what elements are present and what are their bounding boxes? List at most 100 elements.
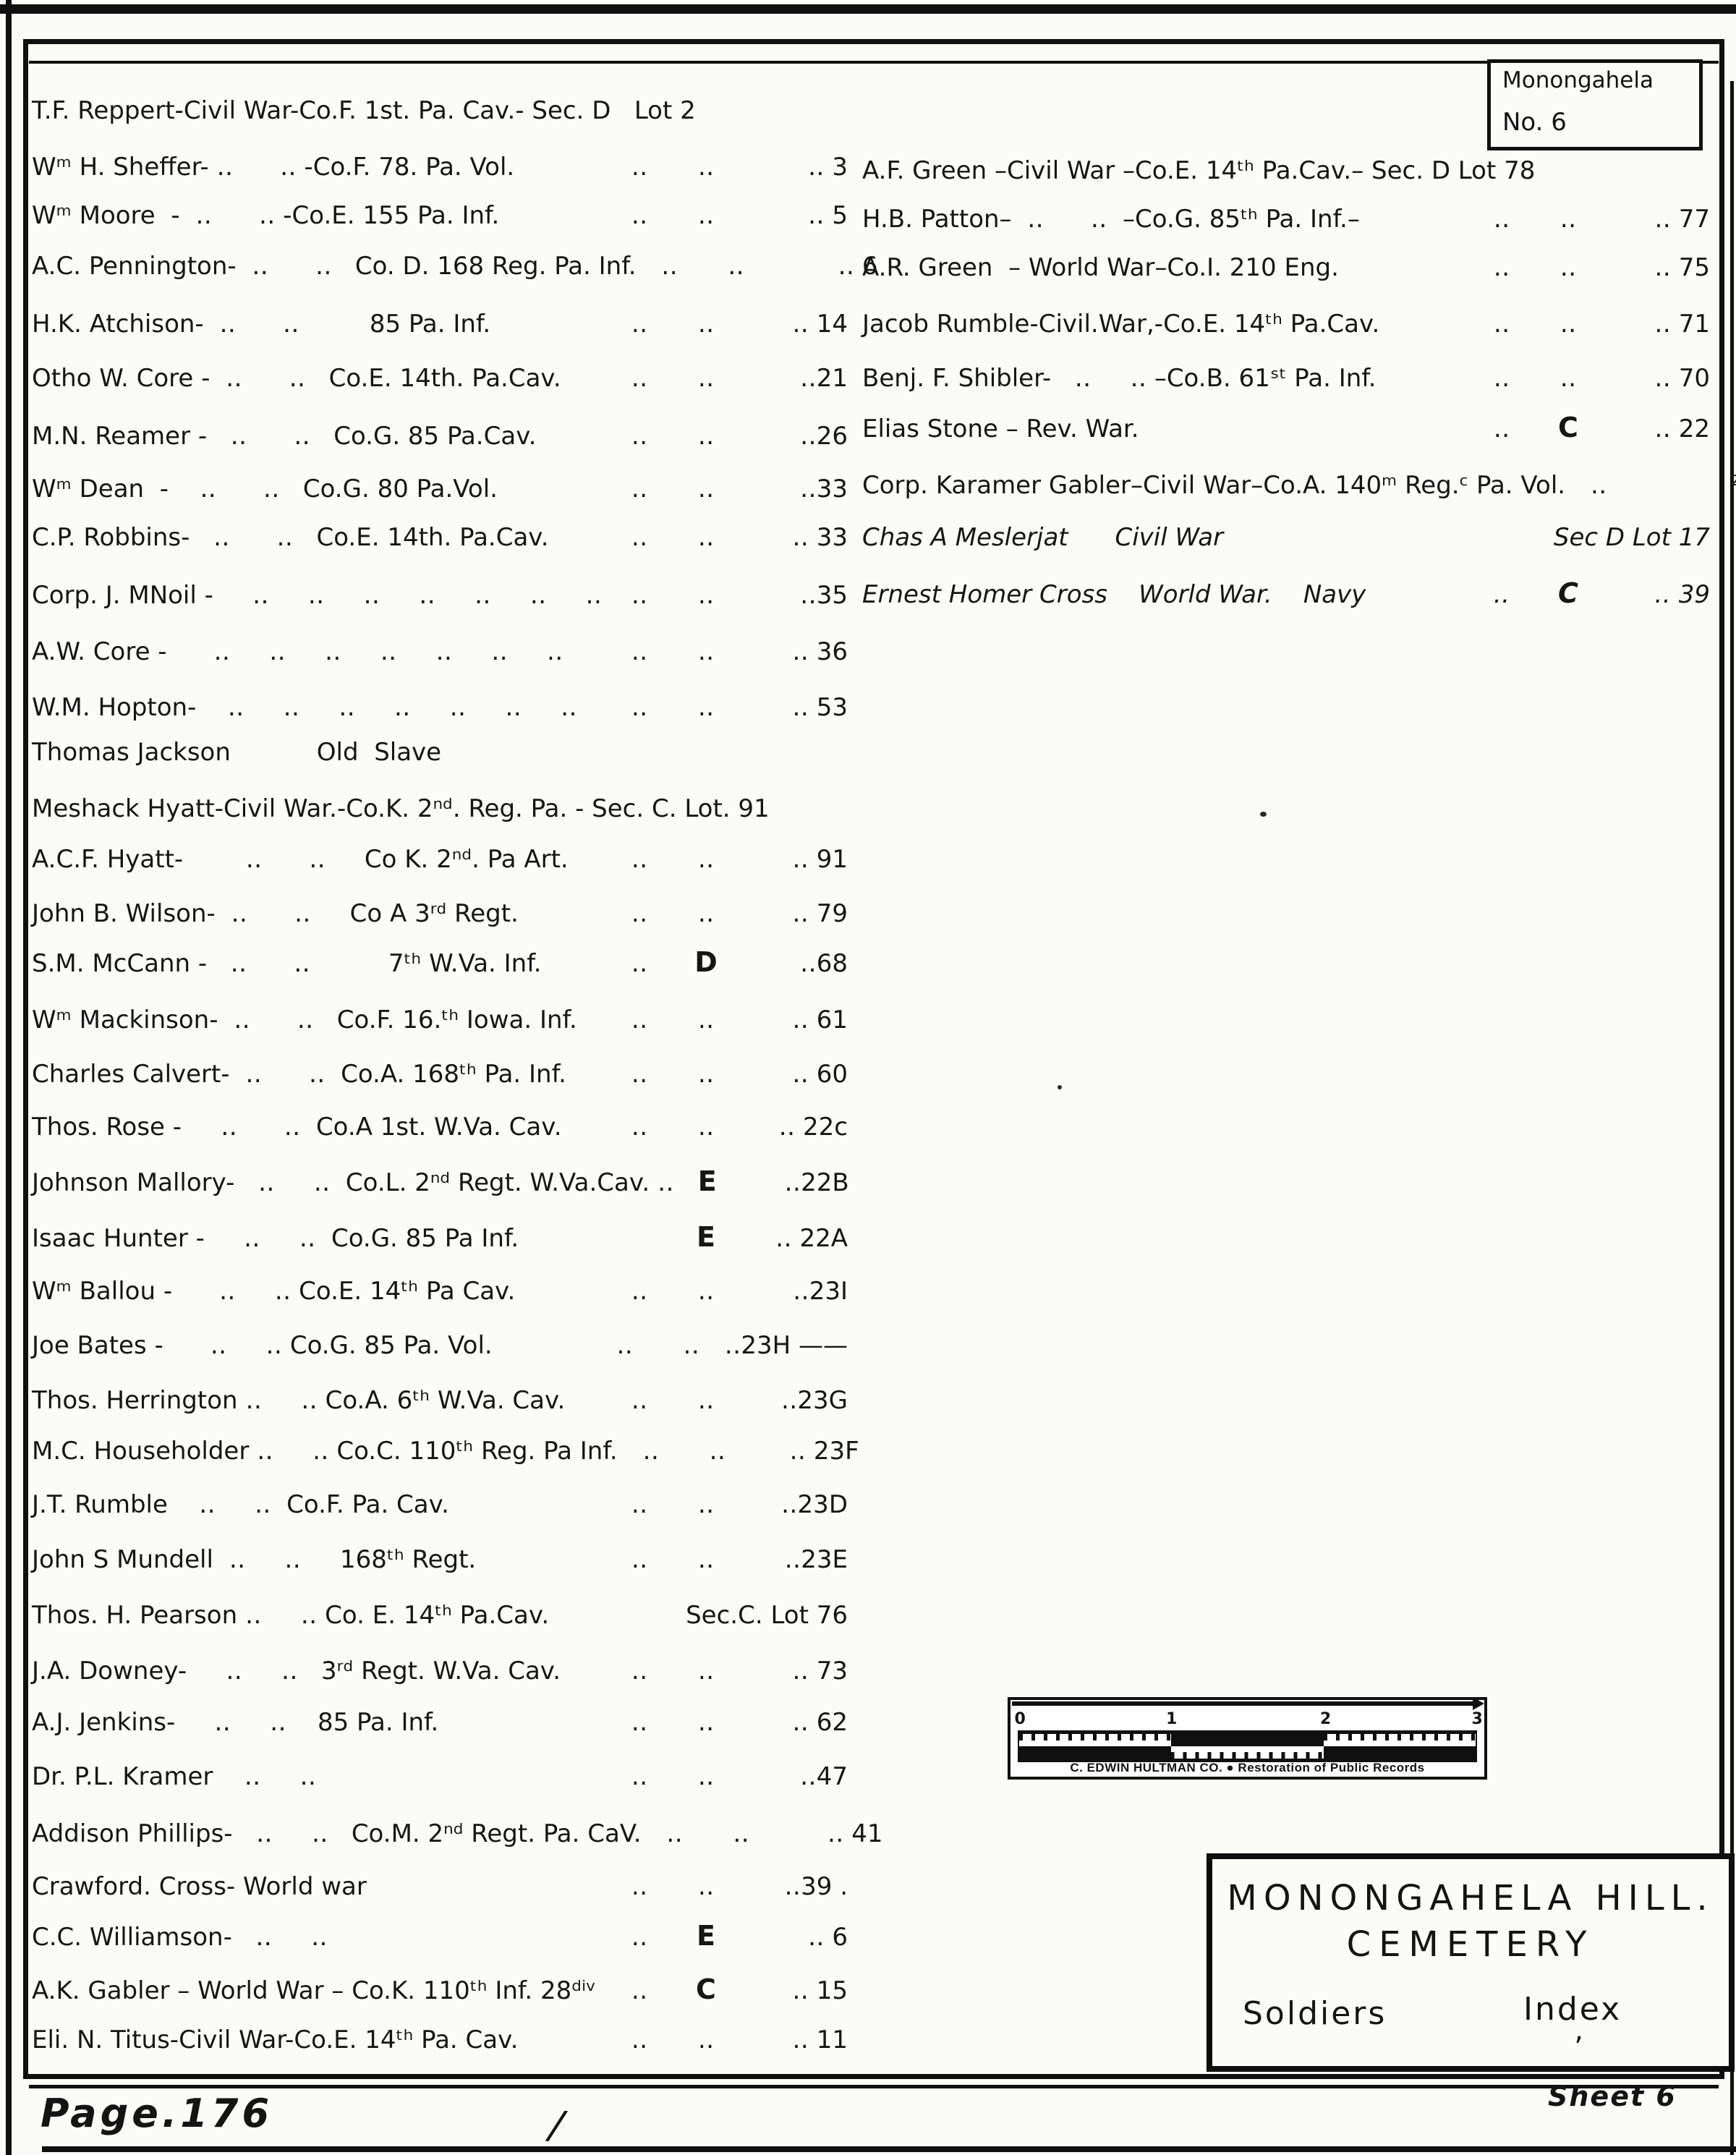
section-letter: ‥ [697, 581, 715, 610]
ruler-tick-3: 3 [1471, 1710, 1483, 1728]
section-letter: ‥ [697, 475, 715, 503]
ditto-mark: ‥ [631, 523, 648, 552]
lot-number: ‥23I [793, 1277, 848, 1306]
section-letter: D [694, 946, 718, 978]
ditto-mark: ‥ [631, 153, 648, 182]
section-letter: C [696, 1973, 716, 2005]
ditto-mark: ‥ [1493, 205, 1510, 234]
entry-name: C.P. Robbins- ‥ ‥ Co.E. 14th. Pa.Cav. [32, 523, 549, 552]
section-letter: ‥ [697, 2026, 715, 2054]
sheet-number-label: Sheet 6 [1548, 2080, 1677, 2112]
ditto-mark: ‥ [631, 310, 648, 339]
lot-number: Sec.C. Lot 76 [686, 1601, 848, 1630]
section-letter: ‥ [697, 153, 715, 182]
entry-name: Joe Bates - ‥ ‥ Co.G. 85 Pa. Vol. [32, 1331, 493, 1360]
ruler-tick-0: 0 [1014, 1710, 1026, 1728]
lot-number: ‥39 . [784, 1872, 848, 1901]
table-row: M.N. Reamer - ‥ ‥ Co.G. 85 Pa.Cav. ‥ ‥ ‥26 [32, 420, 848, 453]
section-letter: ‥ [709, 1437, 726, 1466]
entry-name: John S Mundell ‥ ‥ 168ᵗʰ Regt. [32, 1545, 477, 1574]
ditto-mark: ‥ [631, 475, 648, 503]
ditto-mark: ‥ [666, 1819, 683, 1848]
entry-name: Wᵐ Ballou - ‥ ‥ Co.E. 14ᵗʰ Pa Cav. [32, 1277, 516, 1306]
section-letter: ‥ [697, 845, 715, 874]
entry-name: Elias Stone – Rev. War. [862, 415, 1139, 443]
section-letter: ‥ [697, 1113, 715, 1142]
lot-number: ‥ 6 [838, 252, 878, 281]
table-row: John B. Wilson- ‥ ‥ Co A 3ʳᵈ Regt. ‥ ‥ ‥ 79 [32, 897, 848, 930]
section-letter: ‥ [697, 1762, 715, 1791]
table-row: A.R. Green – World War–Co.I. 210 Eng. ‥ ‥ ‥… [862, 251, 1710, 284]
lot-number: ‥ 77 [1654, 205, 1710, 234]
table-row: Wᵐ H. Sheffer- ‥ ‥ -Co.F. 78. Pa. Vol. ‥ ‥… [32, 150, 848, 184]
entry-name: Thomas Jackson Old Slave [32, 738, 442, 767]
table-row: W.M. Hopton- ‥ ‥ ‥ ‥ ‥ ‥ ‥ ‥ ‥ ‥ 53 [32, 691, 848, 724]
ditto-mark: ‥ [631, 1490, 648, 1519]
corner-label-box: Monongahela No. 6 [1487, 59, 1703, 150]
table-row: A.K. Gabler – World War – Co.K. 110ᵗʰ In… [32, 1973, 848, 2007]
ditto-mark: ‥ [1493, 310, 1510, 339]
section-letter: C [1558, 577, 1578, 609]
table-row: S.M. McCann - ‥ ‥ 7ᵗʰ W.Va. Inf. ‥ D ‥68 [32, 945, 848, 980]
table-row: Thos. H. Pearson ‥ ‥ Co. E. 14ᵗʰ Pa.Cav.… [32, 1599, 848, 1632]
table-row: Meshack Hyatt-Civil War.-Co.K. 2ⁿᵈ. Reg.… [32, 792, 848, 825]
table-row: A.F. Green –Civil War –Co.E. 14ᵗʰ Pa.Cav… [862, 154, 1710, 187]
section-letter: ‥ [697, 310, 715, 339]
ditto-mark: ‥ [1493, 580, 1510, 609]
table-row: Chas A Meslerjat Civil War Sec D Lot 17 [862, 521, 1710, 554]
lot-number: ‥23D [780, 1490, 848, 1519]
entry-name: Wᵐ Dean - ‥ ‥ Co.G. 80 Pa.Vol. [32, 475, 498, 503]
table-row: J.A. Downey- ‥ ‥ 3ʳᵈ Regt. W.Va. Cav. ‥ ‥ ‥… [32, 1654, 848, 1688]
entry-name: A.K. Gabler – World War – Co.K. 110ᵗʰ In… [32, 1976, 597, 2005]
section-letter: ‥ [728, 252, 744, 281]
section-letter: ‥ [697, 1872, 715, 1901]
entry-name: A.F. Green –Civil War –Co.E. 14ᵗʰ Pa.Cav… [862, 156, 1536, 185]
entry-name: J.A. Downey- ‥ ‥ 3ʳᵈ Regt. W.Va. Cav. [32, 1657, 561, 1686]
lot-number: ‥23E [784, 1545, 848, 1574]
entry-name: Wᵐ Mackinson- ‥ ‥ Co.F. 16.ᵗʰ Iowa. Inf. [32, 1006, 577, 1034]
table-row: A.C. Pennington- ‥ ‥ Co. D. 168 Reg. Pa.… [32, 250, 878, 283]
entry-name: Chas A Meslerjat Civil War [862, 523, 1224, 552]
table-row: Wᵐ Ballou - ‥ ‥ Co.E. 14ᵗʰ Pa Cav. ‥ ‥ ‥23I [32, 1275, 848, 1308]
ditto-mark: ‥ [631, 637, 648, 666]
ruler-segment [1323, 1732, 1476, 1746]
ditto-mark: ‥ [616, 1331, 633, 1360]
ruler-tick-1: 1 [1166, 1710, 1178, 1728]
lot-number: ‥ 79 [792, 899, 848, 928]
ruler-segment [1323, 1746, 1476, 1761]
ruler-caption: C. EDWIN HULTMAN CO. ● Restoration of Pu… [1070, 1761, 1425, 1774]
lot-number: ‥ 41 [827, 1819, 883, 1848]
entry-name: Corp. J. MNoil - ‥ ‥ ‥ ‥ ‥ ‥ ‥ [32, 581, 603, 610]
ditto-mark: ‥ [631, 581, 648, 610]
entry-name: A.R. Green – World War–Co.I. 210 Eng. [862, 253, 1339, 282]
corner-box-line1: Monongahela [1502, 67, 1654, 93]
entry-name: Benj. F. Shibler- ‥ ‥ –Co.B. 61ˢᵗ Pa. In… [862, 364, 1377, 393]
table-row: M.C. Householder ‥ ‥ Co.C. 110ᵗʰ Reg. Pa… [32, 1434, 859, 1468]
ditto-mark: ‥ [631, 949, 648, 978]
entry-name: Thos. Rose - ‥ ‥ Co.A 1st. W.Va. Cav. [32, 1113, 562, 1142]
entry-name: M.C. Householder ‥ ‥ Co.C. 110ᵗʰ Reg. Pa… [32, 1437, 618, 1466]
ruler-segment [1171, 1732, 1324, 1746]
lot-number: ‥ 3 [807, 153, 848, 182]
table-row: Ernest Homer Cross World War. Navy ‥ C ‥ 39 [862, 577, 1710, 611]
table-row: C.C. Williamson- ‥ ‥ ‥ E ‥ 6 [32, 1919, 848, 1954]
table-row: H.K. Atchison- ‥ ‥ 85 Pa. Inf. ‥ ‥ ‥ 14 [32, 307, 848, 341]
ditto-mark: ‥ [631, 1545, 648, 1574]
ditto-mark: ‥ [631, 845, 648, 874]
ditto-mark: ‥ [631, 2026, 648, 2054]
table-row: A.W. Core - ‥ ‥ ‥ ‥ ‥ ‥ ‥ ‥ ‥ ‥ 36 [32, 635, 848, 668]
section-letter: ‥ [697, 1006, 715, 1034]
entry-name: Thos. Herrington ‥ ‥ Co.A. 6ᵗʰ W.Va. Cav… [32, 1386, 566, 1415]
entry-name: John B. Wilson- ‥ ‥ Co A 3ʳᵈ Regt. [32, 899, 519, 928]
title-box: MONONGAHELA HILL. CEMETERY Soldiers Inde… [1207, 1853, 1735, 2072]
stray-pen-mark: / [547, 2101, 566, 2148]
ruler-scale-bar [1018, 1730, 1477, 1762]
ditto-mark: ‥ [631, 1277, 648, 1306]
section-letter: ‥ [697, 201, 715, 230]
page-number-label: Page.176 [41, 2091, 273, 2136]
soldiers-label: Soldiers [1243, 1995, 1387, 2032]
lot-number: ‥ 39 [1654, 580, 1710, 609]
lot-number: ‥23G [780, 1386, 848, 1415]
stray-mark: ’ [1574, 2031, 1583, 2065]
ditto-mark: ‥ [631, 422, 648, 451]
